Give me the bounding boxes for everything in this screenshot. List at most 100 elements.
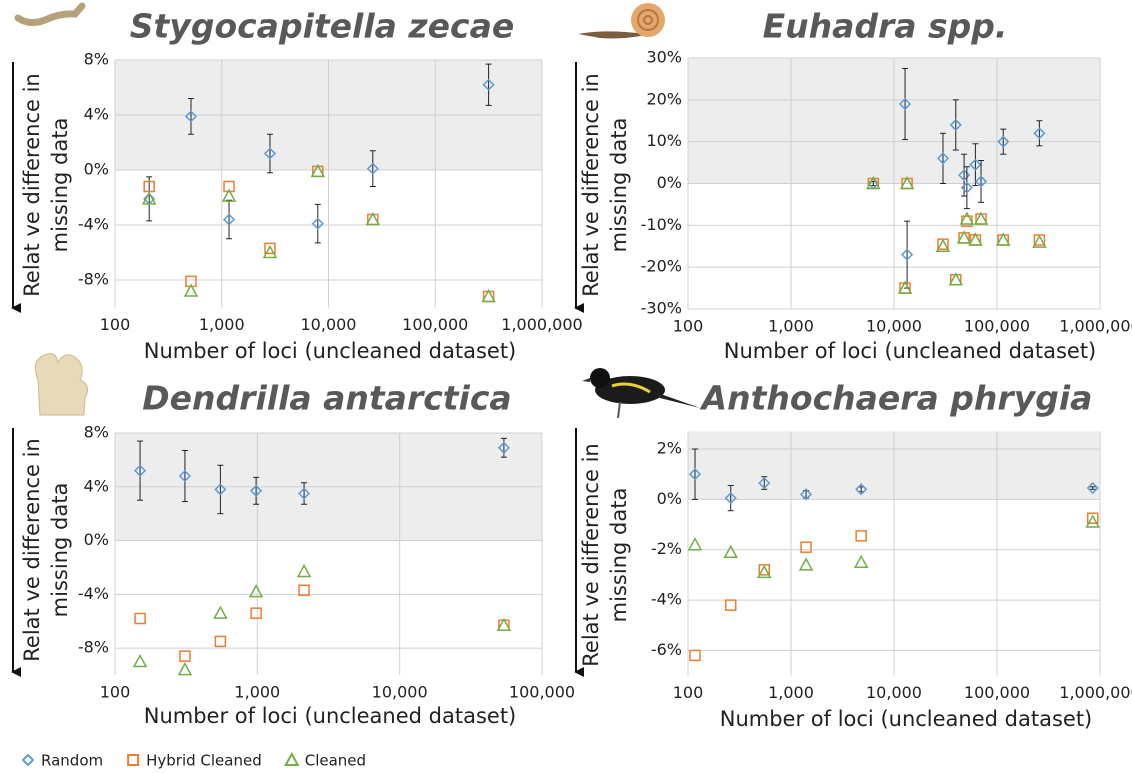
y-tick-label: -10% (641, 215, 682, 234)
point (949, 118, 962, 131)
panel: Euhadra spp. Number of loci (uncleaned da… (579, 7, 1132, 364)
y-tick-label: -6% (651, 640, 682, 659)
point (956, 230, 972, 244)
y-tick-label: 8% (84, 423, 109, 442)
x-axis-label: Number of loci (uncleaned dataset) (144, 704, 517, 728)
x-tick-label: 10,000 (372, 683, 428, 702)
x-tick-label: 100,000 (509, 683, 575, 702)
point (798, 557, 814, 571)
y-tick-label: -20% (641, 257, 682, 276)
point (184, 110, 198, 123)
point (853, 554, 869, 569)
y-tick-label: -30% (641, 299, 682, 318)
point (855, 530, 867, 542)
legend-marker (284, 751, 300, 766)
point (298, 584, 310, 597)
point (687, 537, 703, 551)
worm-icon (14, 2, 86, 27)
x-tick-label: 1,000,000 (1059, 683, 1132, 702)
point (183, 283, 199, 297)
point (688, 468, 702, 481)
error-bar (301, 482, 308, 505)
legend-marker (21, 753, 35, 767)
y-axis-label: Relat ve difference in (20, 438, 44, 661)
y-tick-label: -8% (78, 270, 109, 289)
point (723, 544, 739, 558)
coral-icon (34, 353, 89, 416)
y-tick-label: -4% (78, 584, 109, 603)
error-bar (226, 199, 233, 240)
point (214, 483, 227, 496)
point (1033, 127, 1046, 140)
error-bar (500, 437, 507, 458)
y-tick-label: 2% (657, 439, 682, 458)
point (482, 78, 495, 91)
y-axis-label: Relat ve difference in (20, 73, 44, 296)
x-axis-label: Number of loci (uncleaned dataset) (144, 339, 517, 363)
point (310, 163, 326, 178)
error-bar (146, 176, 153, 222)
x-tick-label: 10,000 (301, 315, 357, 334)
point (177, 662, 193, 676)
x-tick-label: 10,000 (866, 317, 922, 336)
x-tick-label: 1,000 (768, 317, 814, 336)
y-tick-label: 0% (657, 173, 682, 192)
point (756, 564, 772, 579)
point (141, 191, 157, 205)
x-axis-label: Number of loci (uncleaned dataset) (720, 707, 1093, 731)
x-tick-label: 1,000 (234, 683, 280, 702)
x-axis-label: Number of loci (uncleaned dataset) (724, 339, 1097, 363)
point (222, 213, 236, 226)
point (960, 181, 973, 194)
error-bar (181, 449, 188, 503)
point (178, 469, 191, 483)
legend-label: Random (41, 752, 103, 770)
y-tick-label: -4% (651, 590, 682, 609)
snail-icon (578, 3, 665, 39)
error-bar (727, 485, 734, 512)
x-tick-label: 100,000 (402, 315, 468, 334)
panel: Anthochaera phrygia Number of loci (uncle… (579, 379, 1132, 732)
legend-label: Cleaned (305, 752, 366, 770)
point (901, 248, 914, 261)
error-bar (978, 159, 985, 203)
error-bar (972, 143, 979, 187)
y-tick-label: 0% (84, 160, 109, 179)
error-bar (253, 476, 260, 505)
point (1085, 514, 1100, 528)
bird-icon (582, 368, 700, 419)
point (250, 607, 262, 619)
x-tick-label: 100 (673, 317, 704, 336)
x-tick-label: 100,000 (964, 317, 1030, 336)
x-tick-label: 100 (100, 683, 131, 702)
point (496, 617, 512, 632)
error-bar (1036, 120, 1043, 147)
y-tick-label: 0% (84, 530, 109, 549)
error-bar (939, 132, 946, 184)
point (948, 272, 964, 286)
y-axis-label: missing data (48, 483, 72, 618)
point (264, 242, 276, 255)
chart-title: Euhadra spp. (763, 7, 1008, 46)
point (758, 476, 771, 490)
y-tick-label: -4% (78, 215, 109, 234)
chart-title: Dendrilla antarctica (142, 379, 511, 418)
panel: Stygocapitella zecae Number of loci (uncl… (20, 7, 583, 364)
x-tick-label: 100 (100, 315, 131, 334)
point (1086, 512, 1099, 525)
point (724, 492, 737, 505)
point (958, 169, 971, 182)
point (250, 484, 263, 497)
point (248, 584, 264, 598)
point (935, 238, 951, 252)
point (296, 563, 312, 578)
y-tick-label: 8% (84, 50, 109, 69)
point (134, 464, 147, 477)
x-tick-label: 100 (673, 683, 704, 702)
x-tick-label: 1,000 (199, 315, 245, 334)
point (689, 649, 701, 662)
error-bar (963, 166, 970, 210)
chart-title: Anthochaera phrygia (699, 379, 1093, 418)
point (365, 211, 381, 226)
error-bar (217, 464, 224, 515)
